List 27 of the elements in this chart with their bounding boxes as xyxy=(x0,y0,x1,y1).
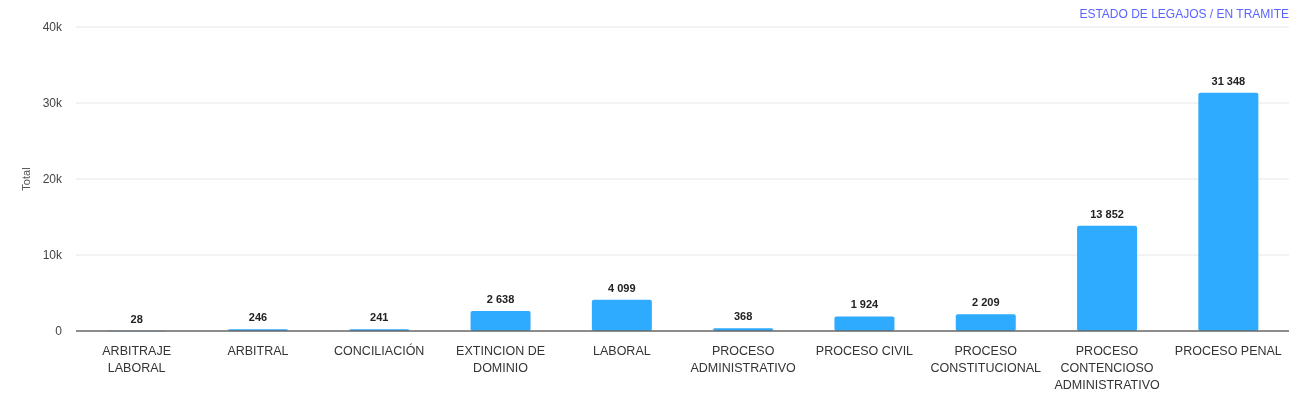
data-label: 13 852 xyxy=(1090,207,1124,220)
data-label: 368 xyxy=(733,310,753,323)
y-tick-label: 40k xyxy=(42,20,63,35)
data-label: 1 924 xyxy=(850,298,880,311)
y-tick-label: 30k xyxy=(42,96,63,111)
x-tick-label: PROCESO CONSTITUCIONAL xyxy=(930,344,1041,375)
x-tick-label: ARBITRAL xyxy=(227,344,289,358)
data-label: 31 348 xyxy=(1211,74,1246,87)
y-tick-label: 10k xyxy=(42,248,63,263)
data-label: 28 xyxy=(130,312,143,325)
x-tick-label: CONCILIACIÓN xyxy=(334,343,425,358)
x-tick-label: PROCESO PENAL xyxy=(1174,344,1282,358)
text: ESTADO DE LEGAJOS / EN TRAMITE xyxy=(1079,7,1289,21)
data-label: 246 xyxy=(248,311,268,324)
data-label: 4 099 xyxy=(608,281,636,294)
x-tick-label: PROCESO CIVIL xyxy=(815,344,914,358)
data-label: 2 209 xyxy=(971,296,1000,309)
data-label: 241 xyxy=(370,311,389,324)
y-axis-title: Total xyxy=(20,167,32,191)
y-tick-label: 20k xyxy=(42,172,63,187)
x-tick-label: EXTINCION DE DOMINIO xyxy=(456,344,545,375)
x-tick-label: LABORAL xyxy=(593,344,651,358)
x-tick-label: ARBITRAJE LABORAL xyxy=(102,344,172,375)
x-tick-label: PROCESO CONTENCIOSO ADMINISTRATIVO xyxy=(1054,344,1160,392)
x-tick-label: PROCESO ADMINISTRATIVO xyxy=(690,344,797,375)
y-tick-label: 0 xyxy=(55,324,63,339)
data-label: 2 638 xyxy=(486,292,515,305)
